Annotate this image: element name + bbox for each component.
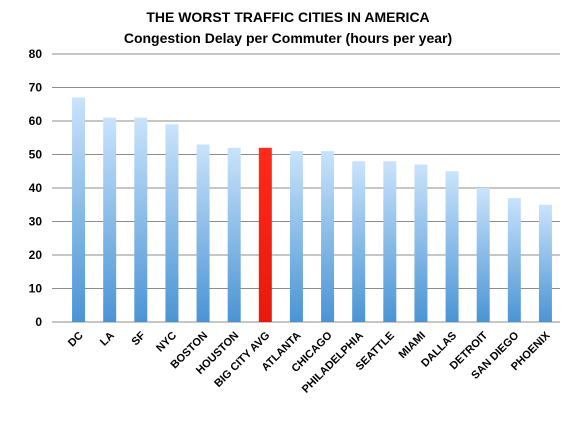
chart-title: THE WORST TRAFFIC CITIES IN AMERICA <box>146 9 429 25</box>
x-tick-label: SF <box>130 329 149 348</box>
y-tick-label: 0 <box>35 315 42 329</box>
y-tick-label: 60 <box>29 114 43 128</box>
bar-atlanta <box>289 151 303 322</box>
bar-houston <box>227 147 241 322</box>
bar-philadelphia <box>352 161 366 322</box>
x-tick-label: LA <box>98 330 117 349</box>
y-tick-label: 10 <box>29 282 43 296</box>
bar-miami <box>414 164 428 322</box>
bar-san-diego <box>507 198 521 322</box>
bar-big-city-avg <box>258 147 272 322</box>
bar-detroit <box>476 188 490 322</box>
y-tick-label: 30 <box>29 215 43 229</box>
chart-subtitle: Congestion Delay per Commuter (hours per… <box>124 30 452 46</box>
y-tick-label: 50 <box>29 148 43 162</box>
y-tick-label: 80 <box>29 47 43 61</box>
x-tick-label: BIG CITY AVG <box>212 330 272 390</box>
y-tick-label: 70 <box>29 81 43 95</box>
y-axis-ticks: 0 10 20 30 40 50 60 70 80 <box>29 47 43 329</box>
y-tick-label: 20 <box>29 248 43 262</box>
bar-sf <box>134 117 148 323</box>
bar-dc <box>72 97 86 322</box>
bar-boston <box>196 144 210 322</box>
bar-chicago <box>321 151 335 322</box>
bar-nyc <box>165 124 179 322</box>
bar-phoenix <box>538 204 552 322</box>
x-tick-label: NYC <box>154 330 179 355</box>
bars <box>72 97 552 323</box>
bar-la <box>103 117 117 323</box>
y-tick-label: 40 <box>29 181 43 195</box>
bar-seattle <box>383 161 397 322</box>
bar-dallas <box>445 171 459 322</box>
x-tick-label: DC <box>66 330 86 350</box>
